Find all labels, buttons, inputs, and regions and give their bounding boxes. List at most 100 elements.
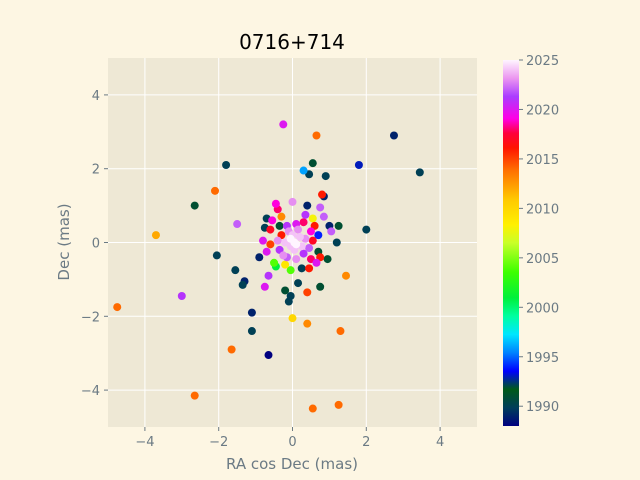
scatter-point-33 bbox=[255, 253, 264, 262]
scatter-point-57 bbox=[247, 308, 256, 317]
x-tick-label-3: 2 bbox=[362, 435, 370, 450]
y-tick-label-2: 0 bbox=[92, 237, 100, 252]
scatter-point-30 bbox=[258, 236, 267, 245]
scatter-point-9 bbox=[415, 168, 424, 177]
scatter-point-50 bbox=[303, 288, 312, 297]
y-axis-ticks: −4 −2 0 2 4 bbox=[81, 89, 108, 399]
scatter-point-53 bbox=[177, 292, 186, 301]
colorbar bbox=[503, 60, 519, 426]
scatter-points bbox=[113, 120, 424, 413]
y-axis-label: Dec (mas) bbox=[55, 203, 73, 280]
scatter-point-70 bbox=[299, 218, 308, 227]
scatter-point-1 bbox=[312, 131, 321, 140]
scatter-point-42 bbox=[286, 266, 295, 275]
scatter-point-48 bbox=[281, 286, 290, 295]
scatter-point-72 bbox=[308, 236, 317, 245]
scatter-point-95 bbox=[262, 247, 271, 256]
scatter-point-16 bbox=[271, 199, 280, 208]
scatter-point-87 bbox=[279, 251, 288, 260]
scatter-point-2 bbox=[389, 131, 398, 140]
scatter-point-38 bbox=[305, 264, 314, 273]
scatter-point-66 bbox=[334, 400, 343, 409]
scatter-point-3 bbox=[222, 161, 231, 170]
scatter-point-56 bbox=[113, 303, 122, 312]
scatter-point-18 bbox=[288, 197, 297, 206]
scatter-point-47 bbox=[260, 282, 269, 291]
colorbar-tick-label-1: 1995 bbox=[526, 351, 559, 366]
colorbar-tick-label-4: 2010 bbox=[526, 202, 559, 217]
scatter-point-4 bbox=[308, 159, 317, 168]
scatter-point-26 bbox=[327, 227, 336, 236]
y-tick-label-4: 4 bbox=[92, 89, 100, 104]
scatter-point-40 bbox=[270, 258, 279, 267]
scatter-point-61 bbox=[336, 327, 345, 336]
scatter-point-44 bbox=[231, 266, 240, 275]
y-tick-label-1: −2 bbox=[81, 310, 100, 325]
scatter-point-11 bbox=[318, 190, 327, 199]
scatter-point-64 bbox=[190, 391, 199, 400]
x-axis-ticks: −4 −2 0 2 4 bbox=[135, 427, 444, 450]
x-axis-label: RA cos Dec (mas) bbox=[226, 455, 358, 473]
scatter-point-6 bbox=[299, 166, 308, 175]
colorbar-tick-label-3: 2005 bbox=[526, 252, 559, 267]
scatter-point-52 bbox=[342, 271, 351, 280]
scatter-point-19 bbox=[319, 212, 328, 221]
colorbar-tick-label-2: 2000 bbox=[526, 301, 559, 316]
scatter-point-29 bbox=[332, 238, 341, 247]
scatter-point-10 bbox=[211, 186, 220, 195]
scatter-point-32 bbox=[212, 251, 221, 260]
x-tick-label-1: −2 bbox=[209, 435, 228, 450]
chart-title: 0716+714 bbox=[239, 30, 345, 54]
x-tick-label-4: 4 bbox=[436, 435, 444, 450]
scatter-point-96 bbox=[301, 210, 310, 219]
scatter-point-90 bbox=[292, 240, 301, 249]
scatter-point-13 bbox=[190, 201, 199, 210]
scatter-point-49 bbox=[294, 279, 303, 288]
colorbar-tick-label-0: 1990 bbox=[526, 400, 559, 415]
scatter-point-14 bbox=[303, 201, 312, 210]
scatter-point-74 bbox=[299, 249, 308, 258]
scatter-point-31 bbox=[266, 240, 275, 249]
colorbar-ticks: 1990 1995 2000 2005 2010 2015 2020 2025 bbox=[519, 54, 559, 415]
scatter-point-85 bbox=[294, 225, 303, 234]
scatter-point-43 bbox=[264, 271, 273, 280]
scatter-point-78 bbox=[273, 236, 282, 245]
scatter-point-65 bbox=[308, 404, 317, 413]
scatter-point-58 bbox=[288, 314, 297, 323]
scatter-point-62 bbox=[227, 345, 236, 354]
scatter-point-24 bbox=[334, 221, 343, 230]
scatter-point-5 bbox=[354, 161, 363, 170]
scatter-point-100 bbox=[275, 221, 284, 230]
scatter-point-94 bbox=[312, 258, 321, 267]
scatter-point-73 bbox=[305, 244, 314, 253]
scatter-point-63 bbox=[264, 351, 273, 360]
scatter-point-89 bbox=[286, 234, 295, 243]
x-tick-label-0: −4 bbox=[135, 435, 154, 450]
scatter-point-35 bbox=[323, 255, 332, 264]
scatter-point-81 bbox=[295, 232, 304, 241]
colorbar-tick-label-5: 2015 bbox=[526, 153, 559, 168]
scatter-point-71 bbox=[306, 227, 315, 236]
scatter-point-99 bbox=[281, 260, 290, 269]
scatter-point-93 bbox=[268, 216, 277, 225]
scatter-point-39 bbox=[297, 264, 306, 273]
scatter-point-27 bbox=[362, 225, 371, 234]
scatter-point-20 bbox=[233, 220, 242, 229]
y-tick-label-0: −4 bbox=[81, 384, 100, 399]
scatter-point-15 bbox=[316, 203, 325, 212]
colorbar-tick-label-7: 2025 bbox=[526, 54, 559, 69]
scatter-point-97 bbox=[277, 212, 286, 221]
scatter-point-46 bbox=[238, 280, 247, 289]
colorbar-tick-label-6: 2020 bbox=[526, 103, 559, 118]
y-tick-label-3: 2 bbox=[92, 163, 100, 178]
scatter-point-51 bbox=[316, 282, 325, 291]
scatter-point-101 bbox=[314, 231, 323, 240]
scatter-point-0 bbox=[279, 120, 288, 129]
scatter-point-59 bbox=[303, 319, 312, 328]
scatter-point-98 bbox=[308, 214, 317, 223]
scatter-point-23 bbox=[266, 225, 275, 234]
scatter-point-60 bbox=[247, 327, 256, 336]
scatter-point-75 bbox=[292, 255, 301, 264]
scatter-point-28 bbox=[151, 231, 160, 240]
